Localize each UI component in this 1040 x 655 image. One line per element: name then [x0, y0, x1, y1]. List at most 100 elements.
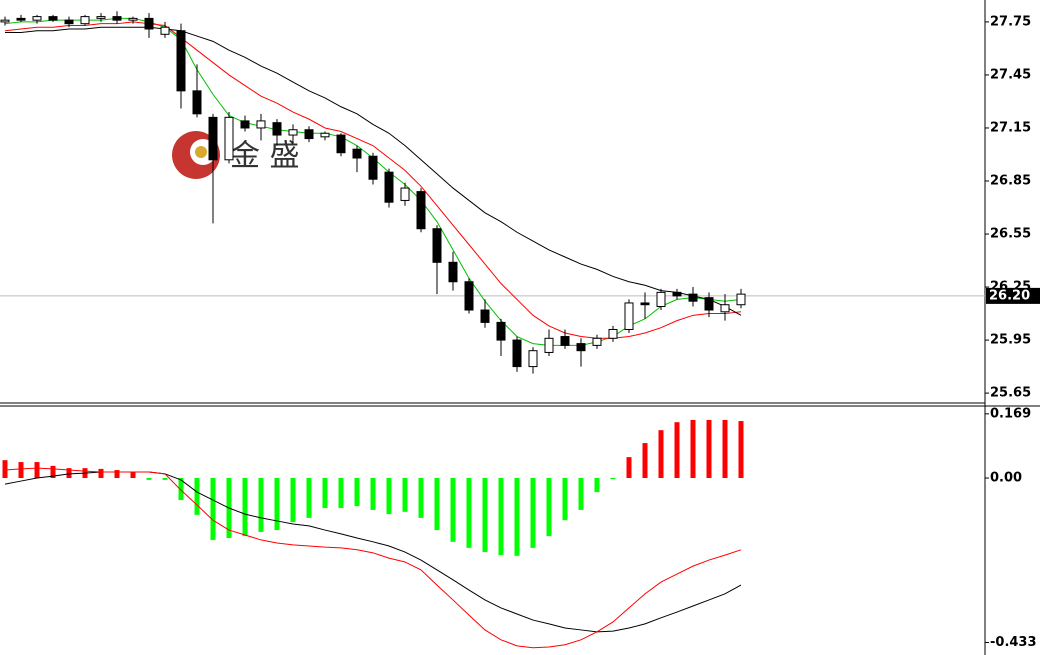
histogram-bar [466, 478, 472, 548]
candle-body [368, 155, 378, 180]
y-tick-label: 25.65 [990, 386, 1031, 401]
histogram-bar [66, 468, 72, 479]
indicator-line [5, 26, 742, 316]
histogram-bar [514, 478, 520, 556]
candle-body [416, 191, 426, 230]
histogram-bar [242, 478, 248, 537]
candle-body [400, 187, 410, 201]
candle-body [448, 261, 458, 283]
candle-body [320, 132, 330, 138]
histogram-bar [338, 478, 344, 509]
histogram-bar [98, 468, 104, 479]
candle-body [256, 120, 266, 129]
histogram-bar [386, 478, 392, 515]
y-tick-label: 0.169 [990, 406, 1031, 421]
histogram-bar [578, 478, 584, 510]
histogram-bar [658, 430, 664, 479]
candle-body [576, 343, 586, 352]
histogram-bar [498, 478, 504, 556]
candle-body [688, 293, 698, 302]
candle-body [736, 293, 746, 306]
candle-body [544, 337, 554, 353]
candle-body [80, 16, 90, 25]
histogram-bar [18, 462, 24, 479]
histogram-bar [130, 471, 136, 479]
candle-body [192, 90, 202, 115]
candle-body [432, 228, 442, 263]
candle-body [176, 30, 186, 92]
histogram-bar [178, 478, 184, 501]
y-tick-label: 26.55 [990, 227, 1031, 242]
histogram-bar [274, 478, 280, 531]
candle-body [560, 336, 570, 346]
histogram-bar [322, 478, 328, 509]
histogram-bar [354, 478, 360, 507]
candle-body [720, 304, 730, 313]
histogram-bar [146, 478, 152, 480]
candle-body [0, 19, 10, 23]
histogram-bar [530, 478, 536, 548]
candle-body [624, 302, 634, 330]
histogram-bar [290, 478, 296, 523]
candle-body [464, 281, 474, 311]
histogram-bar [706, 419, 712, 479]
watermark: 金 盛 [230, 139, 300, 174]
candle-body [592, 337, 602, 346]
indicator-line [4, 21, 742, 339]
current-price-label: 26.20 [989, 288, 1030, 303]
candle-body [144, 17, 154, 30]
candle-body [224, 116, 234, 161]
candle-body [672, 291, 682, 297]
histogram-bar [562, 478, 568, 521]
histogram-bar [674, 422, 680, 479]
y-tick-label: 0.00 [990, 471, 1022, 486]
candle-body [112, 16, 122, 21]
histogram-bar [434, 478, 440, 531]
histogram-bar [450, 478, 456, 542]
candle-body [64, 19, 74, 25]
candle-body [640, 302, 650, 306]
candle-body [512, 339, 522, 368]
indicator-line [4, 467, 742, 649]
histogram-bar [642, 443, 648, 479]
candle-body [496, 321, 506, 341]
candle-body [32, 16, 42, 21]
candle-body [288, 129, 298, 136]
histogram-bar [258, 478, 264, 532]
y-tick-label: 27.45 [990, 67, 1031, 82]
candle-body [656, 291, 666, 307]
candle-body [128, 17, 138, 21]
histogram-bar [114, 470, 120, 479]
histogram-bar [162, 478, 168, 480]
y-tick-label: 27.75 [990, 14, 1031, 29]
candle-body [608, 328, 618, 339]
candle-body [304, 129, 314, 140]
histogram-bar [306, 478, 312, 518]
candle-body [528, 350, 538, 368]
y-tick-label: 26.85 [990, 173, 1031, 188]
histogram-bar [738, 421, 744, 479]
y-tick-label: 27.15 [990, 120, 1031, 135]
candle-body [336, 134, 346, 154]
candle-body [240, 120, 250, 129]
histogram-bar [690, 419, 696, 479]
histogram-bar [722, 419, 728, 479]
candle-body [16, 17, 26, 21]
histogram-bar [34, 462, 40, 479]
candle-body [48, 16, 58, 21]
histogram-bar [546, 478, 552, 537]
histogram-bar [2, 460, 8, 479]
histogram-bar [418, 478, 424, 518]
current-price-box [986, 287, 1040, 304]
histogram-bar [402, 478, 408, 512]
histogram-bar [210, 478, 216, 540]
histogram-bar [594, 478, 600, 493]
candle-body [704, 297, 714, 311]
candle-body [384, 171, 394, 203]
histogram-bar [626, 457, 632, 479]
candle-body [352, 148, 362, 159]
y-tick-label: 25.95 [990, 333, 1031, 348]
y-tick-label: -0.433 [990, 635, 1037, 650]
candle-body [480, 309, 490, 323]
